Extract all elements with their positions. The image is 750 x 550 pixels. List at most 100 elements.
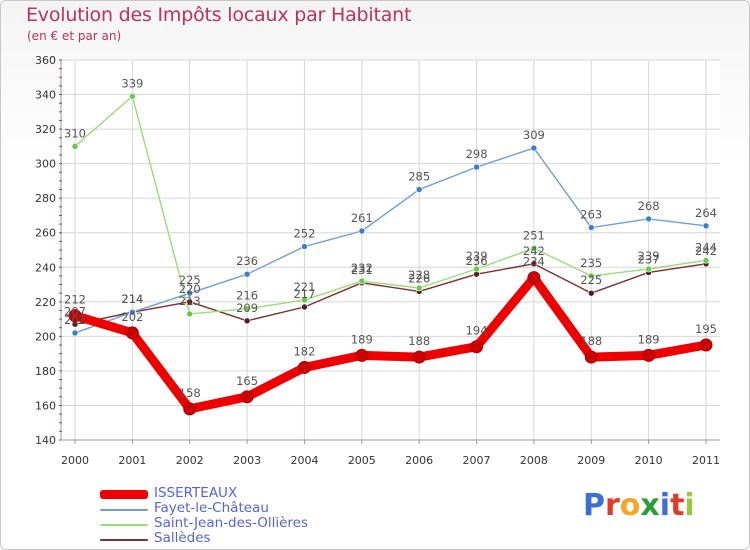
data-label: 239 [638,249,660,263]
data-point [243,317,251,325]
y-tick-label: 160 [35,399,56,412]
data-point [243,305,251,313]
data-label: 242 [695,244,717,258]
data-point [473,265,480,273]
y-tick-label: 300 [35,158,56,171]
series-line-saint-jean-des-olli-res [74,95,707,315]
y-tick-label: 140 [35,434,56,447]
data-point [473,163,480,171]
data-label: 220 [179,282,201,296]
data-label: 194 [466,324,488,338]
logo-letter: i [684,488,695,523]
data-label: 189 [638,332,660,346]
x-tick-label: 2002 [176,454,204,467]
data-label: 285 [408,170,430,184]
data-label: 239 [466,249,488,263]
data-point [702,222,710,230]
data-point [301,296,308,304]
data-label: 252 [293,227,315,241]
data-label: 242 [523,244,545,258]
data-point [587,272,595,280]
data-label: 189 [351,332,373,346]
data-label: 212 [64,293,86,307]
data-label: 214 [121,292,143,306]
data-point [530,244,538,252]
plot-background [61,60,720,440]
data-point [358,277,366,285]
data-point [415,284,423,292]
data-label: 236 [236,254,258,268]
data-point [527,271,541,285]
x-tick-label: 2001 [118,454,146,467]
data-label: 268 [638,199,660,213]
y-tick-label: 200 [35,330,56,343]
data-point [642,348,656,362]
data-point [301,303,308,311]
data-label: 261 [351,211,373,225]
data-label: 202 [121,310,143,324]
chart-subtitle: (en € et par an) [27,29,122,43]
series-line-fayet-le-ch-teau [74,147,707,334]
data-point [702,257,710,264]
data-label: 216 [236,289,258,303]
y-tick-label: 340 [35,89,56,102]
data-label: 195 [695,322,717,336]
data-label: 228 [408,268,430,282]
data-label: 221 [293,280,315,294]
data-label: 202 [64,313,86,327]
data-point [71,143,79,150]
x-tick-label: 2010 [635,454,663,467]
data-label: 298 [466,147,488,161]
logo-letter: t [670,488,685,523]
legend-label-saint-jean: Saint-Jean-des-Ollières [154,515,308,531]
data-point [183,402,197,416]
data-label: 217 [293,287,315,301]
data-point [587,289,595,297]
logo-letter: x [640,488,660,523]
logo-letter: o [619,488,641,523]
chart-title: Evolution des Impôts locaux par Habitant [26,4,412,26]
proxiti-logo: Proxiti [583,488,695,523]
data-label: 339 [121,76,143,90]
logo-letter: P [583,488,605,523]
data-label: 264 [695,206,717,220]
series-line-isserteaux [70,273,711,414]
data-point [125,326,139,340]
data-point [355,348,369,362]
y-tick-label: 260 [35,227,56,240]
data-label: 226 [408,271,430,285]
legend-item-isserteaux: ISSERTEAUX [100,485,400,502]
x-tick-label: 2003 [233,454,261,467]
x-tick-label: 2006 [405,454,433,467]
data-label: 209 [236,301,258,315]
y-tick-label: 220 [35,296,56,309]
y-tick-label: 280 [35,192,56,205]
data-point [243,270,251,278]
data-point [301,243,308,250]
legend-label-salledes: Sallèdes [154,530,211,546]
data-label: 244 [695,240,717,254]
x-tick-label: 2009 [577,454,605,467]
data-label: 214 [121,292,143,306]
data-point [645,215,652,223]
data-point [186,289,194,297]
legend-item-salledes: Sallèdes [100,530,400,547]
data-point [68,309,82,323]
y-tick-label: 180 [35,365,56,378]
data-point [587,224,595,231]
legend-item-fayet: Fayet-le-Château [100,500,400,517]
y-tick-label: 240 [35,261,56,274]
data-label: 310 [64,126,86,140]
data-point [240,390,254,404]
data-label: 165 [236,374,258,388]
series-line-sall-des [74,263,707,325]
data-point [358,227,366,235]
legend-label-isserteaux: ISSERTEAUX [154,485,238,501]
data-label: 234 [523,255,545,269]
y-tick-label: 320 [35,123,56,136]
logo-letter: i [659,488,671,523]
data-label: 207 [64,304,86,318]
data-label: 235 [580,256,602,270]
data-label: 225 [179,273,201,287]
